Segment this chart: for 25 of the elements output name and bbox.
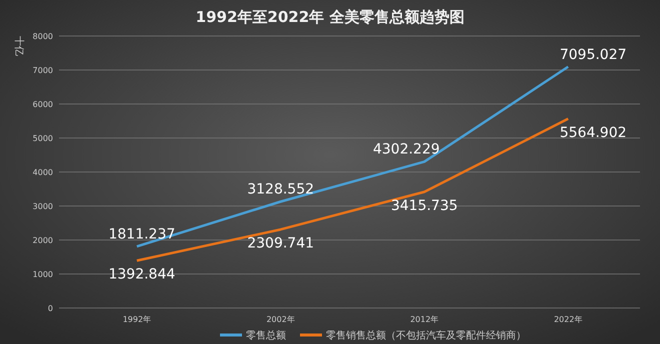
y-tick-label: 5000 (32, 134, 53, 143)
y-tick-label: 2000 (32, 236, 53, 245)
legend-label: 零售销售总额（不包括汽车及零配件经销商） (326, 330, 526, 342)
x-tick-label: 2002年 (266, 315, 295, 324)
y-tick-label: 8000 (32, 32, 53, 41)
data-label: 4302.229 (372, 142, 440, 158)
y-tick-label: 0 (48, 304, 53, 313)
data-label: 1811.237 (108, 226, 176, 242)
data-label: 7095.027 (560, 46, 627, 63)
data-label: 3128.552 (247, 182, 314, 198)
y-tick-label: 6000 (32, 100, 53, 109)
data-label: 2309.741 (247, 235, 314, 252)
x-tick-label: 1992年 (122, 315, 152, 324)
y-tick-label: 3000 (32, 202, 53, 211)
y-tick-label: 7000 (32, 66, 53, 75)
y-tick-label: 4000 (32, 168, 53, 177)
x-tick-label: 2022年 (554, 315, 582, 324)
y-tick-label: 1000 (32, 270, 53, 279)
y-axis-title: 十亿 (13, 36, 25, 56)
legend-label: 零售总额 (246, 330, 286, 342)
data-label: 1392.844 (108, 266, 176, 283)
chart-title: 1992年至2022年 全美零售总额趋势图 (196, 8, 464, 26)
x-tick-label: 2012年 (410, 315, 439, 324)
data-label: 3415.735 (390, 198, 458, 214)
data-label: 5564.902 (560, 124, 627, 141)
